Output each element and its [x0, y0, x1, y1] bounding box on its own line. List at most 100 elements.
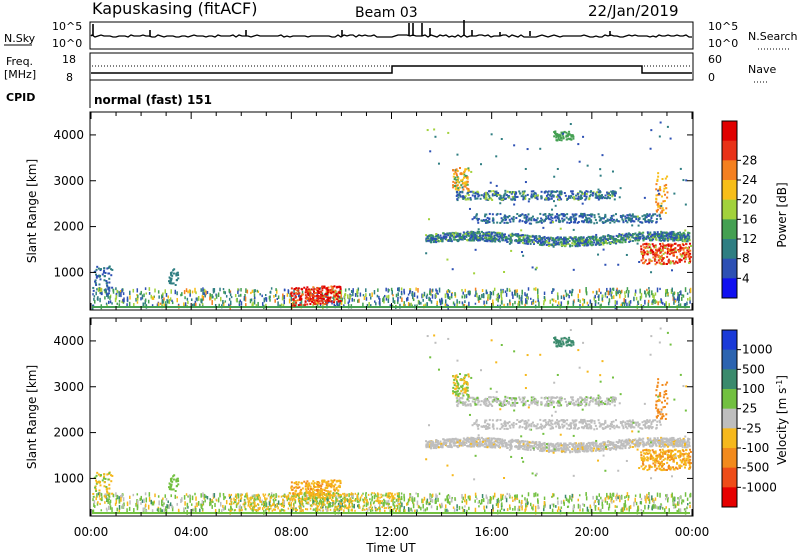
data-cell [631, 234, 634, 237]
data-cell [601, 296, 604, 301]
data-cell [654, 251, 657, 254]
data-cell [106, 499, 109, 502]
data-cell [525, 499, 527, 504]
data-cell [399, 508, 401, 513]
data-cell [652, 299, 655, 303]
data-cell [471, 194, 474, 197]
data-cell [453, 185, 456, 188]
data-cell [656, 254, 659, 257]
data-cell [661, 242, 664, 245]
data-cell [504, 215, 507, 218]
data-cell [682, 499, 685, 503]
data-cell [649, 231, 652, 234]
data-cell [468, 301, 470, 306]
data-cell [305, 502, 308, 505]
data-cell [474, 294, 476, 297]
data-cell [489, 495, 492, 501]
data-cell [461, 178, 464, 181]
data-cell [581, 197, 584, 200]
data-cell [637, 234, 640, 237]
data-cell [321, 287, 324, 290]
data-cell [689, 256, 692, 259]
data-cell [628, 213, 631, 216]
data-cell [214, 304, 217, 307]
data-cell [456, 198, 459, 201]
data-cell [544, 238, 547, 241]
data-cell [240, 506, 243, 509]
data-cell [551, 237, 554, 240]
data-cell [201, 303, 204, 306]
data-cell [614, 191, 617, 194]
data-cell [672, 497, 674, 503]
data-cell [500, 493, 502, 499]
data-cell [494, 231, 497, 234]
data-cell [499, 196, 502, 199]
data-cell [547, 198, 550, 201]
data-cell [98, 481, 101, 484]
data-cell [651, 495, 653, 501]
data-cell [268, 500, 271, 506]
data-cell [447, 494, 450, 497]
data-cell [442, 232, 445, 235]
data-cell [606, 287, 608, 292]
data-cell [185, 288, 188, 293]
data-cell [501, 218, 504, 221]
data-cell [380, 496, 383, 499]
data-cell [201, 508, 204, 511]
data-cell [602, 241, 605, 244]
data-cell [368, 302, 370, 306]
data-cell [549, 504, 552, 509]
data-cell [520, 195, 523, 198]
data-cell [401, 297, 403, 302]
data-cell [609, 242, 612, 245]
data-cell [563, 240, 566, 243]
data-cell [173, 474, 176, 477]
data-cell [512, 215, 515, 218]
data-cell [656, 287, 659, 293]
data-cell [583, 214, 586, 217]
data-cell [322, 496, 325, 499]
data-cell [677, 497, 679, 500]
data-cell [664, 177, 667, 180]
data-cell [391, 492, 394, 495]
data-cell [254, 494, 256, 498]
data-cell [328, 491, 331, 494]
data-cell [255, 304, 258, 308]
data-cell [253, 289, 255, 294]
data-cell [620, 508, 623, 514]
data-cell [608, 291, 610, 296]
data-cell [651, 243, 654, 246]
data-cell [687, 248, 690, 251]
data-cell [148, 497, 151, 502]
data-cell [666, 493, 669, 499]
data-cell [666, 247, 669, 250]
data-cell [323, 497, 325, 500]
data-cell [675, 260, 678, 263]
data-cell [497, 192, 500, 195]
data-cell [571, 242, 574, 245]
data-cell [336, 479, 339, 482]
data-cell [326, 481, 329, 484]
data-cell [572, 505, 575, 511]
data-cell [661, 236, 664, 239]
data-cell [646, 246, 649, 249]
data-cell [332, 290, 335, 293]
data-cell [195, 302, 197, 307]
data-cell [646, 250, 649, 253]
data-cell [604, 497, 607, 501]
data-cell [499, 234, 502, 237]
data-cell [568, 133, 571, 136]
data-cell [514, 198, 517, 201]
data-cell [508, 191, 511, 194]
data-cell [302, 509, 304, 514]
data-cell [95, 496, 97, 501]
data-cell [334, 289, 337, 292]
data-cell [667, 292, 669, 296]
data-cell [559, 236, 562, 239]
data-cell [316, 302, 319, 306]
data-cell [283, 504, 286, 507]
power-colorbar-tick-label: 4 [742, 271, 750, 285]
data-cell [502, 195, 505, 198]
data-cell [660, 232, 663, 235]
